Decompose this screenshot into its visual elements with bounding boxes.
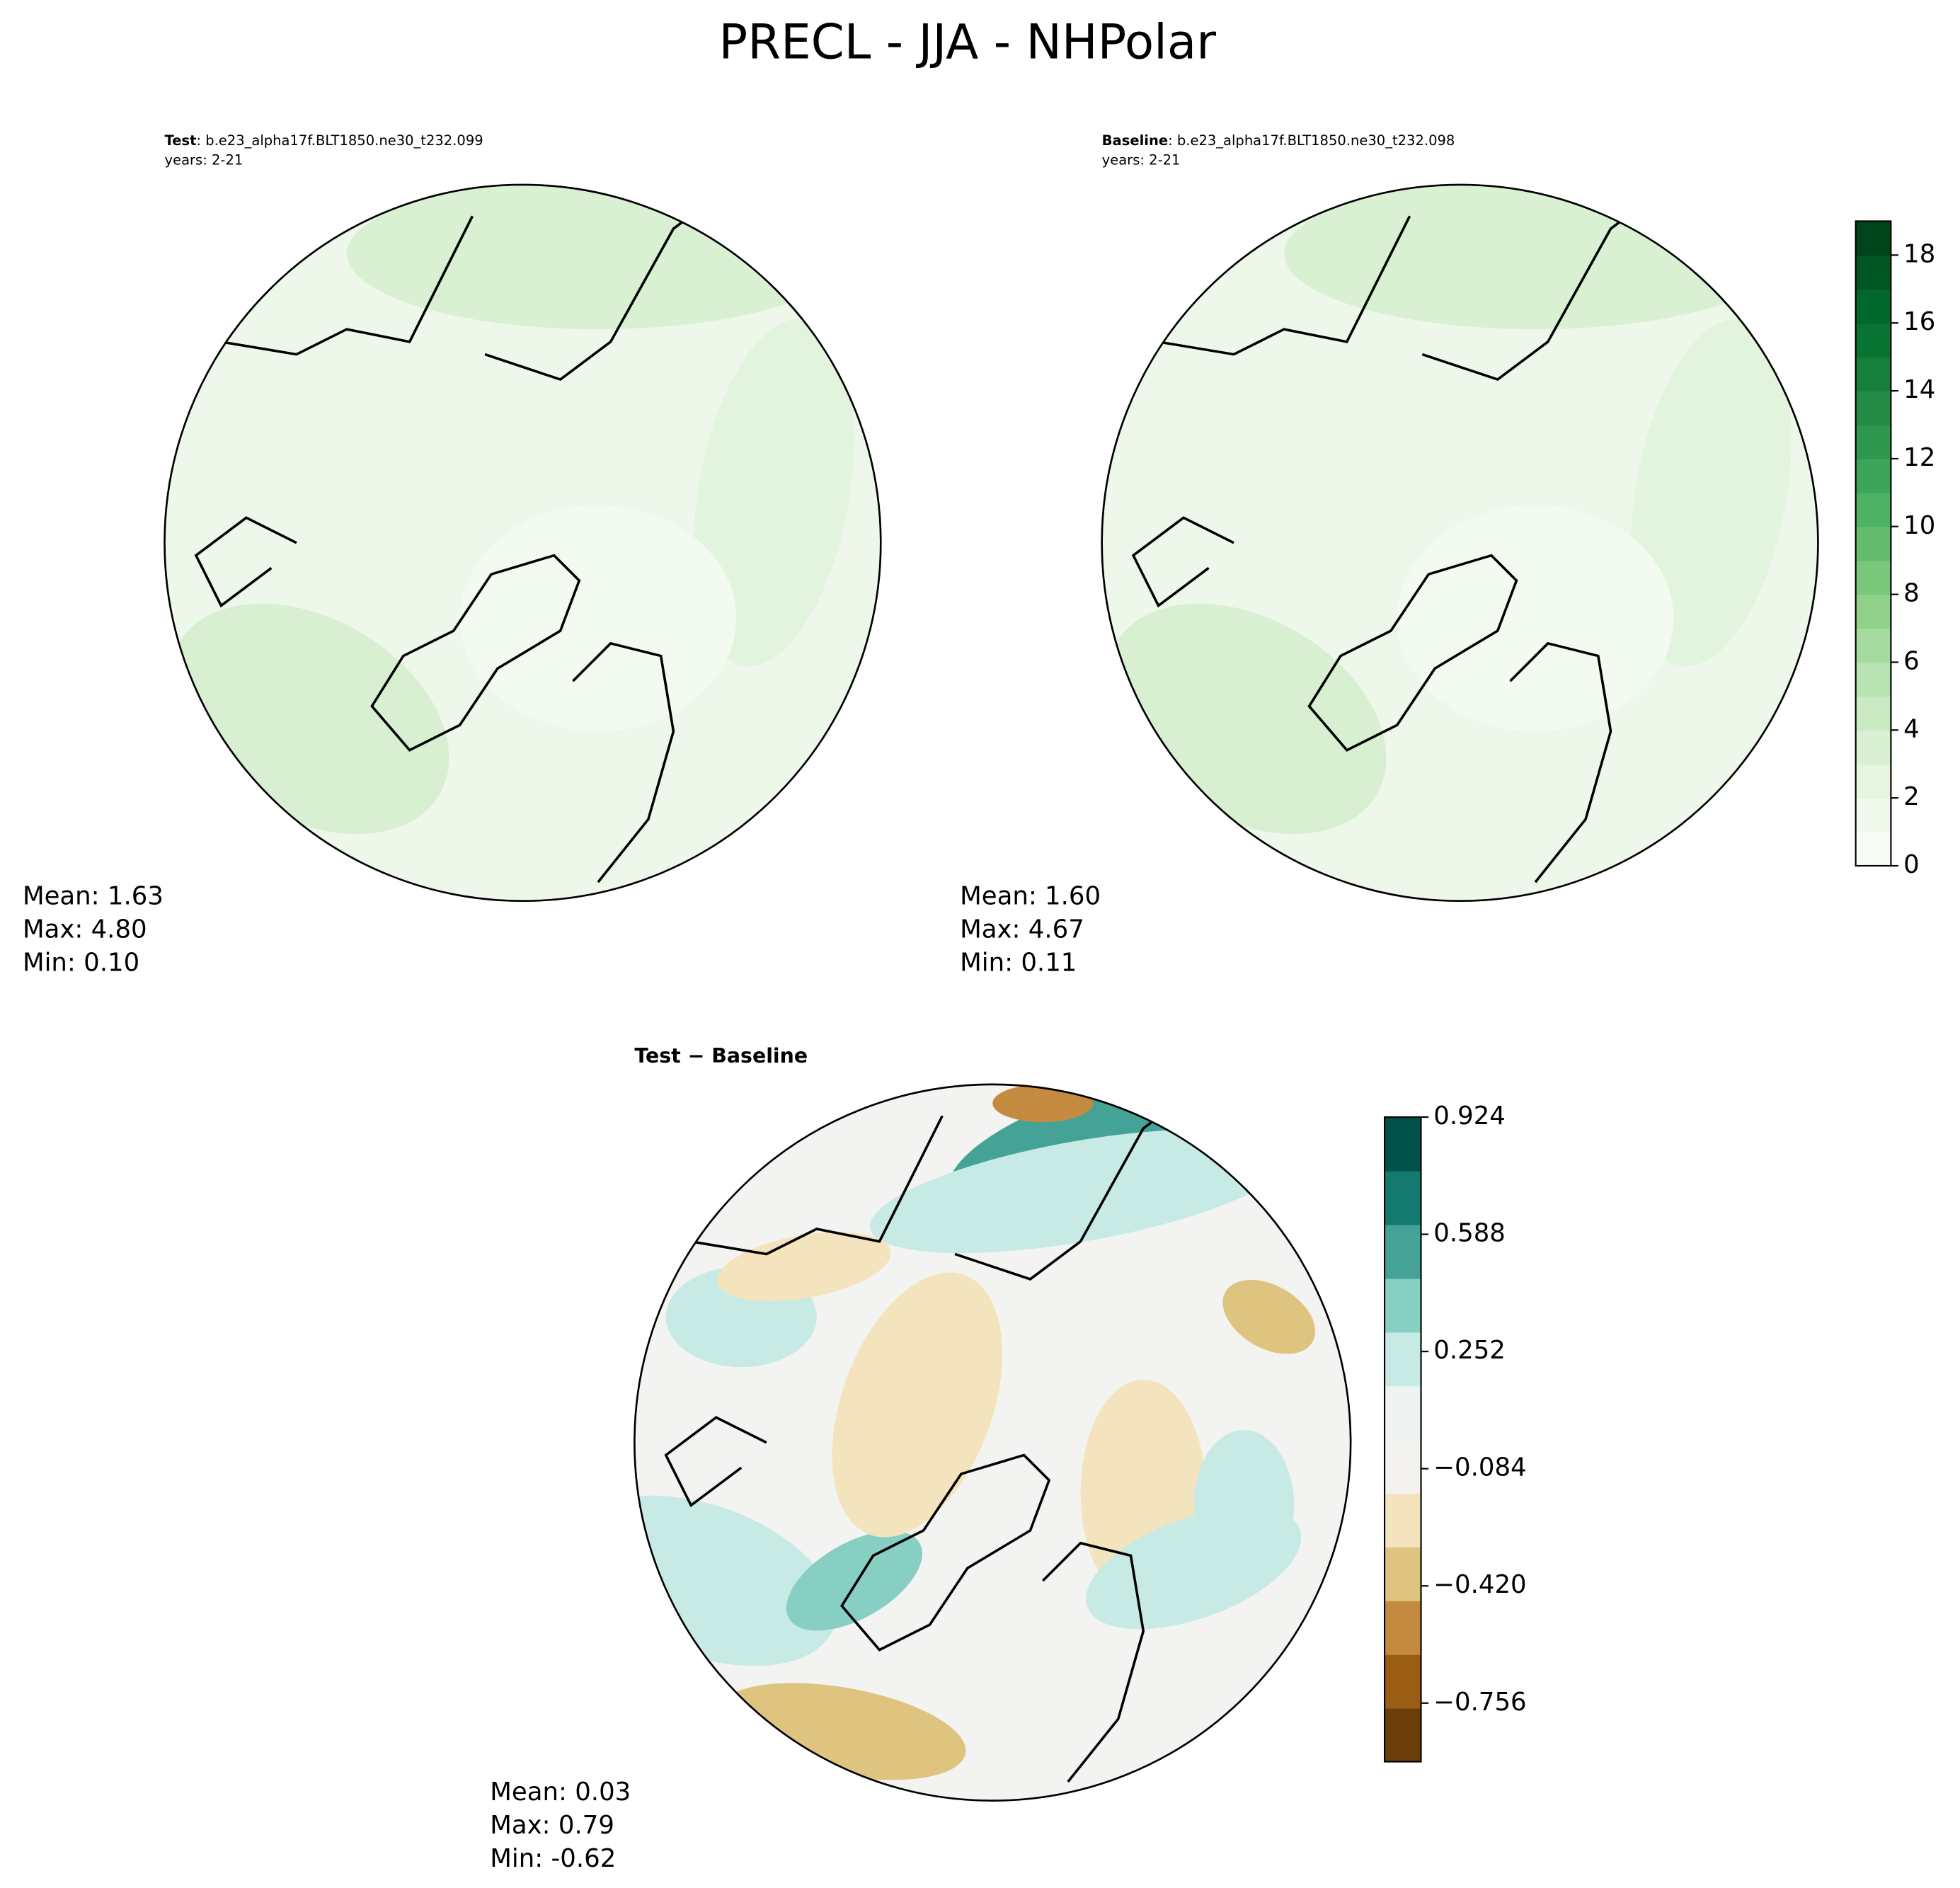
coastline: [1307, 554, 1518, 752]
colorbar-band: [1855, 560, 1891, 595]
colorbar-band: [1855, 594, 1891, 629]
field-patch: [459, 505, 737, 732]
field-patch: [786, 1531, 922, 1631]
colorbar-frame: [1383, 1116, 1422, 1763]
colorbar-band: [1385, 1278, 1421, 1333]
colorbar-band: [1385, 1170, 1421, 1225]
colorbar-tick-label: 0.252: [1433, 1336, 1506, 1365]
colorbar-tick-label: 2: [1903, 782, 1920, 811]
colorbar-tick-label: 12: [1903, 443, 1935, 472]
polar-map: [634, 1084, 1351, 1801]
colorbar-band: [1855, 458, 1891, 493]
colorbar-tick-label: −0.756: [1433, 1688, 1526, 1717]
case-name: : b.e23_alpha17f.BLT1850.ne30_t232.098: [1168, 132, 1455, 148]
coastline: [664, 1089, 1195, 1783]
map-border: [164, 183, 882, 903]
colorbar-band: [1855, 730, 1891, 765]
colorbar-band: [1385, 1224, 1421, 1279]
colorbar-tick-label: 18: [1903, 239, 1935, 268]
colorbar-band: [1855, 323, 1891, 358]
field-patch: [1193, 1429, 1295, 1581]
colorbar-band: [1855, 696, 1891, 731]
panel-header: Test: b.e23_alpha17f.BLT1850.ne30_t232.0…: [165, 132, 483, 148]
colorbar-band: [1855, 391, 1891, 425]
colorbar-tick-label: 0.924: [1433, 1102, 1506, 1131]
stat-text: Min: 0.10: [23, 948, 139, 977]
colorbar-band: [1385, 1600, 1421, 1655]
panel-header: Baseline: b.e23_alpha17f.BLT1850.ne30_t2…: [1102, 132, 1455, 148]
colorbar-frame: [1855, 220, 1892, 867]
colorbar-band: [1385, 1332, 1421, 1387]
figure-title: PRECL - JJA - NHPolar: [719, 13, 1217, 69]
case-name: : b.e23_alpha17f.BLT1850.ne30_t232.099: [196, 132, 483, 148]
colorbar-tick-label: −0.084: [1433, 1453, 1526, 1482]
colorbar-band: [1855, 289, 1891, 324]
map-border: [1101, 183, 1819, 903]
coastline: [1131, 190, 1662, 883]
colorbar-tick-label: 4: [1903, 714, 1920, 743]
colorbar-tick-label: 0.588: [1433, 1219, 1506, 1248]
field-patch: [1631, 319, 1792, 667]
colorbar-tick-label: 0: [1903, 850, 1920, 879]
field-patch: [1222, 1279, 1316, 1354]
colorbar-tick-label: 16: [1903, 307, 1935, 336]
colorbar-band: [1855, 255, 1891, 290]
stat-text: Min: 0.11: [960, 948, 1077, 977]
field-patch: [992, 1084, 1094, 1123]
colorbar-tick-label: 6: [1903, 646, 1920, 675]
colorbar-tick-label: 14: [1903, 375, 1935, 404]
field-patch: [346, 184, 849, 330]
stat-text: Mean: 1.63: [23, 881, 164, 910]
colorbar-tick-label: 10: [1903, 511, 1935, 540]
colorbar-band: [1855, 832, 1891, 866]
case-label: Baseline: [1102, 132, 1168, 148]
field-patch: [717, 1232, 891, 1301]
map-border: [634, 1083, 1352, 1802]
case-label: Test: [165, 132, 197, 148]
colorbar-band: [1385, 1385, 1421, 1441]
panel-years: years: 2-21: [165, 152, 243, 168]
field-patch: [832, 1272, 1003, 1538]
stat-text: Max: 4.67: [960, 915, 1084, 944]
colorbar-band: [1855, 526, 1891, 561]
colorbar-band: [1855, 357, 1891, 391]
colorbar-band: [1385, 1439, 1421, 1494]
field-patch: [1284, 184, 1787, 330]
colorbar-band: [1855, 798, 1891, 833]
colorbar-band: [1855, 628, 1891, 663]
colorbar-band: [1855, 662, 1891, 697]
colorbar-band: [1385, 1707, 1421, 1763]
colorbar-tick-label: 8: [1903, 579, 1920, 608]
colorbar-band: [1385, 1547, 1421, 1601]
stat-text: Max: 4.80: [23, 915, 147, 944]
panel-years: years: 2-21: [1102, 152, 1181, 168]
colorbar-band: [1855, 424, 1891, 459]
field-patch: [693, 319, 854, 667]
field-patch: [870, 1129, 1291, 1254]
stat-text: Mean: 1.60: [960, 881, 1101, 910]
colorbar-tick-label: −0.420: [1433, 1570, 1526, 1599]
difference-title: Test − Baseline: [634, 1044, 808, 1068]
field-patch: [1397, 505, 1674, 732]
coastline: [370, 554, 581, 752]
polar-map: [164, 184, 881, 901]
colorbar-band: [1855, 221, 1891, 256]
colorbar-band: [1855, 764, 1891, 799]
stat-text: Mean: 0.03: [490, 1778, 631, 1807]
stat-text: Max: 0.79: [490, 1811, 614, 1840]
colorbar-band: [1855, 492, 1891, 527]
polar-map: [1101, 184, 1818, 901]
colorbar-band: [1385, 1117, 1421, 1172]
coastline: [840, 1453, 1051, 1652]
coastline: [194, 190, 725, 883]
colorbar-band: [1385, 1654, 1421, 1709]
stat-text: Min: -0.62: [490, 1844, 616, 1873]
colorbar-band: [1385, 1493, 1421, 1547]
